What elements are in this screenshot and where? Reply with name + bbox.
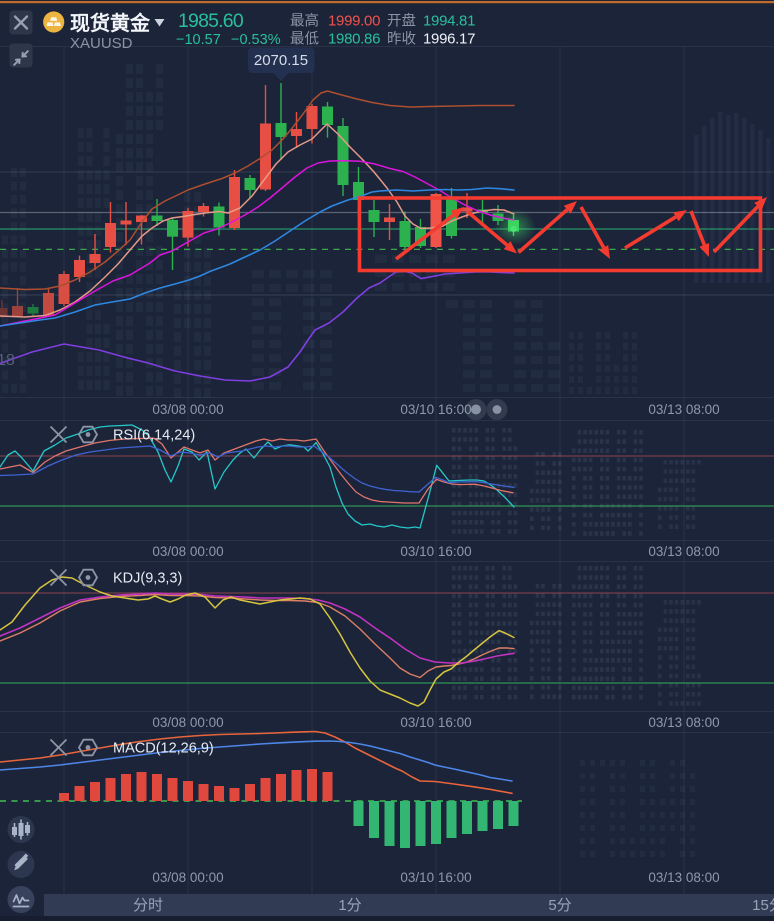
- svg-text:最高: 最高: [290, 13, 319, 30]
- svg-text:−10.57: −10.57: [176, 32, 221, 48]
- svg-text:1999.00: 1999.00: [328, 13, 380, 30]
- svg-text:1996.17: 1996.17: [423, 31, 475, 48]
- svg-text:03/08 00:00: 03/08 00:00: [152, 870, 223, 885]
- svg-text:MACD(12,26,9): MACD(12,26,9): [113, 741, 214, 757]
- svg-text:−0.53%: −0.53%: [231, 32, 281, 48]
- svg-text:KDJ(9,3,3): KDJ(9,3,3): [113, 571, 182, 587]
- svg-text:5分: 5分: [548, 897, 571, 914]
- svg-text:1985.60: 1985.60: [178, 10, 244, 32]
- svg-text:03/10 16:00: 03/10 16:00: [400, 544, 471, 559]
- svg-text:03/10 16:00: 03/10 16:00: [400, 870, 471, 885]
- svg-text:1994.81: 1994.81: [423, 13, 475, 30]
- svg-text:现货黄金: 现货黄金: [70, 11, 151, 35]
- svg-text:最低: 最低: [290, 31, 319, 48]
- svg-text:1分: 1分: [338, 897, 361, 914]
- svg-text:1980.86: 1980.86: [328, 31, 380, 48]
- svg-text:03/10 16:00: 03/10 16:00: [400, 715, 471, 730]
- svg-text:03/13 08:00: 03/13 08:00: [648, 715, 719, 730]
- svg-text:开盘: 开盘: [387, 12, 416, 30]
- svg-text:03/13 08:00: 03/13 08:00: [648, 544, 719, 559]
- svg-text:18: 18: [0, 352, 15, 369]
- svg-text:03/13 08:00: 03/13 08:00: [648, 402, 719, 417]
- svg-text:03/08 00:00: 03/08 00:00: [152, 544, 223, 559]
- svg-text:15分: 15分: [752, 897, 774, 914]
- svg-text:昨收: 昨收: [387, 31, 416, 48]
- svg-text:RSI(6,14,24): RSI(6,14,24): [113, 428, 195, 444]
- svg-text:03/13 08:00: 03/13 08:00: [648, 870, 719, 885]
- svg-text:2070.15: 2070.15: [254, 52, 308, 69]
- svg-text:03/10 16:00: 03/10 16:00: [400, 402, 471, 417]
- svg-text:XAUUSD: XAUUSD: [70, 35, 133, 52]
- svg-text:03/08 00:00: 03/08 00:00: [152, 715, 223, 730]
- svg-text:分时: 分时: [133, 897, 163, 914]
- svg-text:03/08 00:00: 03/08 00:00: [152, 402, 223, 417]
